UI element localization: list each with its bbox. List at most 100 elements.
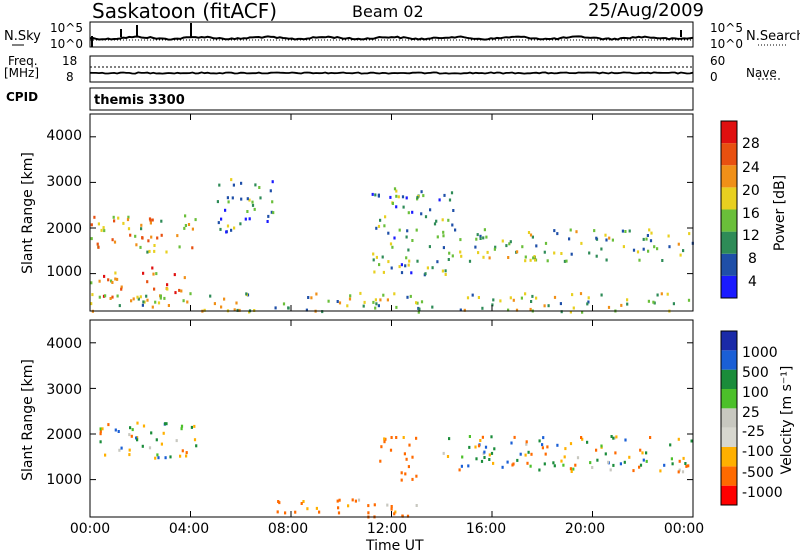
power-cell bbox=[373, 270, 376, 274]
power-cell bbox=[240, 197, 243, 201]
power-cell bbox=[632, 248, 636, 252]
velocity-cell bbox=[131, 428, 134, 432]
power-cell bbox=[235, 301, 238, 305]
velocity-cell bbox=[628, 455, 631, 459]
power-cell bbox=[160, 219, 163, 223]
power-cell bbox=[111, 295, 114, 299]
velocity-cb-swatch bbox=[721, 427, 737, 447]
velocity-cell bbox=[541, 443, 544, 447]
velocity-ytick: 2000 bbox=[46, 427, 82, 443]
power-cell bbox=[451, 223, 454, 227]
power-cell bbox=[377, 304, 380, 308]
velocity-cell bbox=[408, 443, 411, 447]
power-cell bbox=[447, 258, 450, 261]
velocity-cell bbox=[556, 443, 559, 447]
power-cell bbox=[178, 245, 181, 249]
velocity-cell bbox=[538, 439, 541, 443]
xlabel: Time UT bbox=[366, 538, 424, 554]
velocity-cb-swatch bbox=[721, 350, 737, 370]
velocity-cell bbox=[136, 421, 139, 425]
velocity-cell bbox=[543, 462, 546, 466]
power-cell bbox=[516, 250, 519, 254]
velocity-cell bbox=[406, 514, 410, 518]
power-cell bbox=[191, 227, 194, 231]
power-cell bbox=[359, 291, 362, 295]
power-cell bbox=[246, 210, 249, 213]
power-cell bbox=[232, 183, 235, 187]
velocity-cell bbox=[639, 448, 642, 452]
velocity-cell bbox=[461, 455, 464, 459]
power-cell bbox=[544, 241, 548, 245]
velocity-cell bbox=[645, 459, 648, 463]
power-cell bbox=[667, 234, 670, 238]
freq-label-1: Freq. bbox=[8, 54, 38, 68]
power-cell bbox=[151, 266, 154, 270]
power-cell bbox=[239, 222, 242, 226]
power-cell bbox=[420, 212, 423, 216]
power-cell bbox=[151, 305, 154, 309]
power-cell bbox=[650, 231, 653, 235]
velocity-cell bbox=[411, 477, 414, 481]
velocity-cell bbox=[546, 445, 549, 449]
power-cell bbox=[120, 287, 123, 291]
velocity-cell bbox=[169, 455, 172, 459]
velocity-cell bbox=[484, 445, 488, 449]
power-cell bbox=[142, 300, 145, 304]
power-cell bbox=[374, 298, 377, 302]
velocity-cell bbox=[468, 435, 471, 438]
power-cell bbox=[327, 299, 330, 303]
power-cell bbox=[491, 303, 494, 307]
velocity-cell bbox=[129, 426, 132, 430]
velocity-cell bbox=[130, 434, 133, 438]
power-cell bbox=[442, 230, 445, 234]
velocity-cell bbox=[604, 452, 607, 456]
velocity-cell bbox=[395, 436, 398, 439]
velocity-cell bbox=[380, 445, 383, 449]
power-cell bbox=[114, 271, 117, 275]
power-cell bbox=[424, 272, 427, 276]
power-cell bbox=[451, 254, 454, 258]
power-cell bbox=[410, 271, 413, 275]
velocity-cell bbox=[493, 447, 496, 451]
power-cell bbox=[116, 277, 119, 281]
power-cell bbox=[415, 228, 418, 232]
power-cell bbox=[270, 210, 273, 214]
velocity-ytick: 3000 bbox=[46, 382, 82, 398]
velocity-cell bbox=[302, 500, 305, 503]
power-cell bbox=[127, 215, 130, 219]
velocity-cell bbox=[562, 463, 565, 467]
power-cell bbox=[587, 296, 590, 300]
power-cell bbox=[636, 250, 640, 254]
velocity-cell bbox=[160, 442, 163, 446]
nave-tick-top: 60 bbox=[710, 54, 726, 68]
velocity-cell bbox=[581, 437, 584, 441]
power-cell bbox=[571, 293, 574, 297]
power-cell bbox=[553, 229, 556, 233]
velocity-cell bbox=[306, 507, 309, 511]
freq-label-2: [MHz] bbox=[4, 66, 40, 80]
power-ytick: 3000 bbox=[46, 174, 82, 190]
power-cell bbox=[184, 214, 187, 218]
velocity-cell bbox=[526, 461, 529, 465]
velocity-cell bbox=[619, 462, 622, 466]
power-cell bbox=[381, 255, 384, 259]
velocity-cell bbox=[563, 455, 566, 459]
velocity-cb-tick: 100 bbox=[742, 385, 769, 401]
velocity-cell bbox=[591, 466, 594, 469]
velocity-cell bbox=[179, 454, 182, 458]
power-cell bbox=[240, 181, 243, 185]
power-cell bbox=[271, 180, 274, 184]
power-cell bbox=[391, 245, 394, 249]
velocity-cb-swatch bbox=[721, 466, 737, 486]
velocity-panel-frame bbox=[89, 319, 694, 518]
power-cell bbox=[572, 306, 575, 310]
power-cell bbox=[153, 287, 156, 291]
velocity-cell bbox=[157, 456, 160, 460]
velocity-cell bbox=[623, 460, 626, 464]
power-cell bbox=[150, 235, 153, 239]
power-cell bbox=[488, 256, 491, 260]
power-cell bbox=[245, 292, 248, 296]
velocity-cell bbox=[639, 463, 643, 467]
power-cell bbox=[107, 278, 110, 282]
power-cell bbox=[372, 300, 375, 304]
